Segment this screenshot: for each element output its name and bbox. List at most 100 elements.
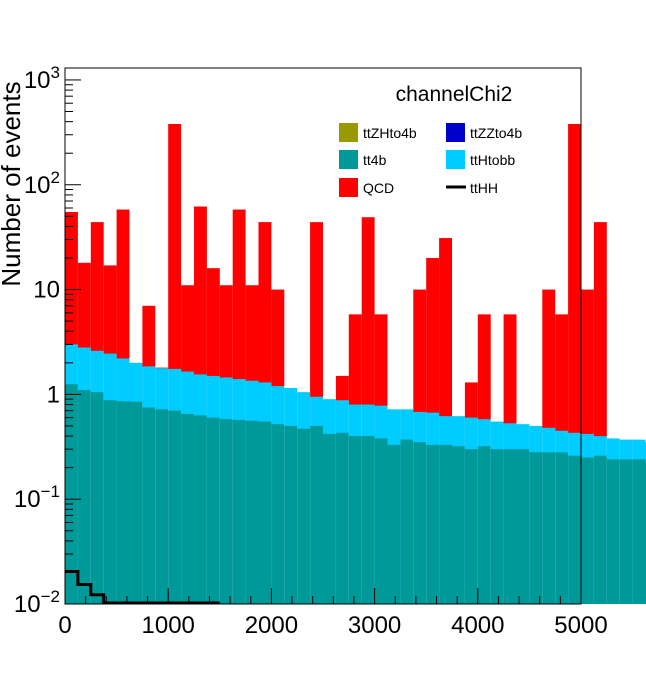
bar-qcd	[104, 265, 117, 354]
bar-tt4b	[130, 402, 143, 604]
bar-tt4b	[555, 452, 568, 604]
bar-tthtobb	[246, 381, 259, 422]
bar-tthtobb	[594, 436, 607, 456]
y-tick-label: 103	[24, 63, 60, 94]
bar-qcd	[220, 285, 233, 378]
bar-tt4b	[181, 414, 194, 604]
bar-tt4b	[155, 409, 168, 604]
y-tick-label: 10−1	[14, 482, 60, 513]
legend-label: ttHtobb	[470, 152, 515, 168]
bar-tthtobb	[568, 433, 581, 456]
bar-tthtobb	[504, 423, 517, 449]
bar-tthtobb	[413, 412, 426, 443]
bar-tt4b	[323, 434, 336, 604]
bar-tthtobb	[362, 405, 375, 437]
bar-qcd	[259, 222, 272, 383]
bar-tt4b	[336, 433, 349, 604]
y-tick-label: 1	[47, 381, 60, 408]
bar-qcd	[91, 222, 104, 351]
legend-swatch	[339, 150, 358, 169]
bar-tthtobb	[465, 418, 478, 450]
legend-label: ttHH	[470, 180, 498, 196]
legend-swatch	[339, 178, 358, 197]
y-axis-label: Number of events	[0, 81, 26, 286]
bar-qcd	[78, 263, 91, 348]
bar-qcd	[594, 222, 607, 436]
bar-tthtobb	[388, 409, 401, 445]
bar-tthtobb	[452, 416, 465, 447]
bar-tthtobb	[220, 377, 233, 419]
bar-tt4b	[375, 438, 388, 604]
bar-tt4b	[426, 445, 439, 604]
bar-tthtobb	[517, 424, 530, 450]
legend-swatch	[446, 123, 465, 142]
bar-tthtobb	[491, 422, 504, 450]
bar-tthtobb	[426, 413, 439, 446]
bar-tt4b	[246, 421, 259, 604]
legend-label: tt4b	[363, 152, 387, 168]
bar-qcd	[271, 290, 284, 387]
bar-tthtobb	[310, 397, 323, 427]
bar-tthtobb	[233, 379, 246, 420]
bar-tt4b	[620, 459, 633, 604]
bar-qcd	[181, 285, 194, 372]
bar-tthtobb	[542, 428, 555, 453]
legend-label: QCD	[363, 180, 394, 196]
bar-tthtobb	[284, 388, 297, 426]
bar-tt4b	[362, 436, 375, 604]
bar-qcd	[426, 258, 439, 413]
bar-qcd	[233, 210, 246, 380]
bar-tt4b	[104, 400, 117, 604]
legend-swatch	[339, 123, 358, 142]
bar-tthtobb	[633, 440, 646, 460]
bar-tt4b	[388, 445, 401, 604]
bar-qcd	[555, 314, 568, 431]
chart-title: channelChi2	[396, 83, 513, 106]
bar-tthtobb	[620, 440, 633, 460]
bar-tt4b	[271, 424, 284, 604]
bar-tt4b	[607, 459, 620, 604]
bar-tthtobb	[375, 406, 388, 439]
bar-tt4b	[142, 407, 155, 604]
bar-tthtobb	[207, 376, 220, 418]
bar-tt4b	[439, 445, 452, 604]
bar-tthtobb	[181, 372, 194, 415]
bar-tthtobb	[194, 374, 207, 415]
bar-qcd	[207, 268, 220, 376]
bar-tthtobb	[555, 431, 568, 453]
y-tick-label: 10	[33, 277, 60, 304]
bar-qcd	[362, 217, 375, 405]
bar-tthtobb	[130, 363, 143, 402]
bar-qcd	[246, 285, 259, 381]
bar-tthtobb	[104, 354, 117, 401]
bar-tthtobb	[91, 351, 104, 393]
bar-tt4b	[400, 440, 413, 604]
y-tick-label: 10−2	[14, 587, 60, 618]
bar-tthtobb	[336, 400, 349, 433]
x-tick-label: 0	[58, 612, 71, 639]
bar-tt4b	[633, 459, 646, 604]
bar-qcd	[65, 212, 78, 345]
x-tick-label: 1000	[142, 612, 195, 639]
bar-tt4b	[233, 420, 246, 604]
bar-tthtobb	[297, 392, 310, 429]
bar-tt4b	[297, 429, 310, 604]
bar-tthtobb	[155, 368, 168, 410]
bar-qcd	[375, 314, 388, 406]
bar-tt4b	[168, 411, 181, 604]
bar-tt4b	[568, 456, 581, 604]
bar-tthtobb	[271, 386, 284, 425]
bar-qcd	[310, 222, 323, 397]
bar-tt4b	[517, 449, 530, 604]
bar-tt4b	[491, 449, 504, 604]
bar-tt4b	[478, 446, 491, 604]
bar-qcd	[117, 210, 130, 359]
bar-tthtobb	[529, 426, 542, 453]
bar-tt4b	[78, 390, 91, 604]
bar-tt4b	[91, 392, 104, 604]
bar-tthtobb	[349, 405, 362, 437]
bar-tt4b	[452, 446, 465, 604]
bar-qcd	[504, 314, 517, 423]
